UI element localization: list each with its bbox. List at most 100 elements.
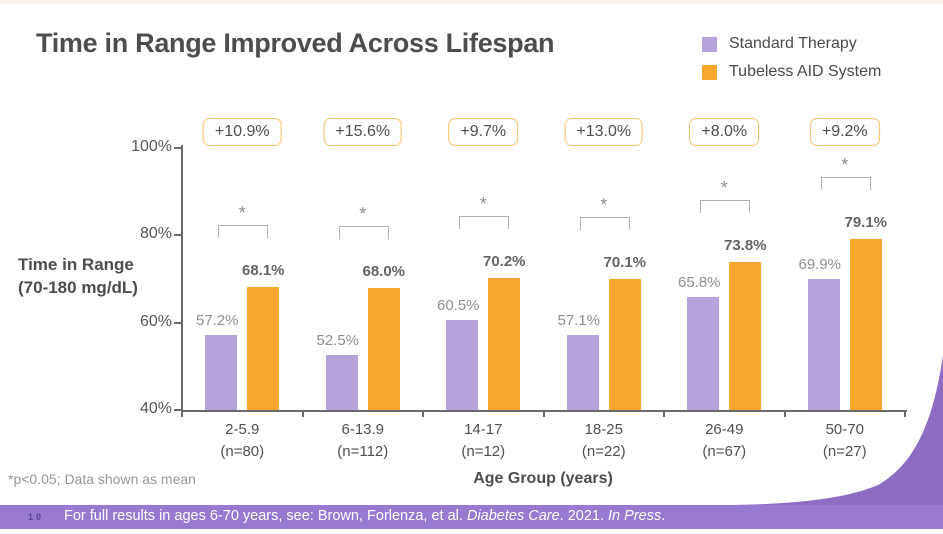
bar-aid-system xyxy=(488,278,521,410)
bar-value-label-aid: 70.2% xyxy=(482,253,526,271)
chart-legend: Standard Therapy Tubeless AID System xyxy=(702,33,881,89)
bar-value-label-aid: 73.8% xyxy=(723,237,767,255)
citation-text: For full results in ages 6-70 years, see… xyxy=(64,508,665,524)
decorative-swoosh xyxy=(733,355,943,505)
bar-aid-system xyxy=(849,239,882,410)
legend-item-aid-system: Tubeless AID System xyxy=(702,61,881,83)
x-category-label: 26-49 (n=67) xyxy=(702,419,746,463)
x-category-label: 50-70 (n=27) xyxy=(823,419,867,463)
difference-badge: +10.9% xyxy=(202,118,282,146)
legend-label-standard-therapy: Standard Therapy xyxy=(729,35,857,52)
y-tick-mark xyxy=(174,147,181,149)
x-tick-mark xyxy=(783,411,786,417)
bar-aid-system xyxy=(608,278,641,410)
page-number: 10 xyxy=(28,512,45,522)
x-tick-mark xyxy=(542,411,545,417)
bar-aid-system xyxy=(247,287,280,410)
y-tick-label: 80% xyxy=(139,225,172,243)
x-category-label: 18-25 (n=22) xyxy=(582,419,626,463)
significance-bracket xyxy=(700,200,751,214)
y-tick-mark xyxy=(174,321,181,324)
x-axis-title: Age Group (years) xyxy=(473,470,613,487)
x-category-label: 6-13.9 (n=112) xyxy=(337,419,388,463)
category-range: 6-13.9 xyxy=(341,421,385,438)
y-tick-label: 40% xyxy=(139,400,172,417)
x-tick-mark xyxy=(422,411,424,417)
category-range: 50-70 xyxy=(825,421,864,438)
slide-title: Time in Range Improved Across Lifespan xyxy=(36,28,555,58)
bar-value-label-standard: 60.5% xyxy=(436,297,480,315)
citation-part: . xyxy=(661,508,666,524)
category-n: (n=112) xyxy=(337,442,389,460)
bar-standard-therapy xyxy=(325,355,358,410)
footnote: *p<0.05; Data shown as mean xyxy=(8,471,196,487)
legend-item-standard-therapy: Standard Therapy xyxy=(702,33,881,55)
bar-standard-therapy xyxy=(446,320,479,410)
difference-badge: +9.7% xyxy=(448,118,519,146)
difference-badge: +13.0% xyxy=(564,118,644,146)
bar-value-label-aid: 79.1% xyxy=(844,214,888,232)
bar-value-label-aid: 68.1% xyxy=(241,262,285,280)
significance-star: * xyxy=(238,203,246,224)
y-tick-mark xyxy=(174,409,181,411)
category-n: (n=27) xyxy=(822,442,867,460)
bar-aid-system xyxy=(729,262,762,410)
bar-value-label-aid: 70.1% xyxy=(603,253,647,271)
y-axis-title-line2: (70-180 mg/dL) xyxy=(18,277,138,297)
y-axis-line xyxy=(181,145,183,412)
bar-value-label-standard: 57.1% xyxy=(557,312,601,330)
significance-star: * xyxy=(720,178,728,199)
difference-badge: +15.6% xyxy=(323,118,403,146)
footer-citation-bar: 10 For full results in ages 6-70 years, … xyxy=(0,505,943,529)
bar-value-label-standard: 69.9% xyxy=(798,256,842,274)
y-tick-label: 60% xyxy=(139,312,172,330)
x-category-label: 14-17 (n=12) xyxy=(461,419,505,463)
category-range: 14-17 xyxy=(464,421,503,438)
bar-value-label-standard: 57.2% xyxy=(195,311,239,329)
difference-badge: +8.0% xyxy=(689,118,760,146)
citation-part: In Press xyxy=(608,508,662,524)
x-tick-mark xyxy=(181,411,183,417)
significance-bracket xyxy=(218,225,269,239)
significance-star: * xyxy=(359,203,367,224)
category-range: 2-5.9 xyxy=(225,421,260,438)
y-axis-title-line1: Time in Range xyxy=(18,255,134,274)
significance-bracket xyxy=(459,216,510,230)
significance-star: * xyxy=(479,194,487,215)
x-category-label: 2-5.9 (n=80) xyxy=(220,419,264,463)
category-n: (n=80) xyxy=(220,442,265,460)
citation-part: For full results in ages 6-70 years, see… xyxy=(64,508,467,524)
y-tick-mark xyxy=(174,234,181,237)
significance-bracket xyxy=(579,216,630,230)
legend-swatch-orange-icon xyxy=(702,64,717,80)
category-n: (n=67) xyxy=(702,442,747,460)
bar-standard-therapy xyxy=(807,279,840,410)
significance-star: * xyxy=(841,155,849,176)
bar-standard-therapy xyxy=(687,297,720,410)
x-tick-mark xyxy=(904,411,906,417)
x-tick-mark xyxy=(301,411,304,417)
significance-star: * xyxy=(600,194,608,215)
bar-value-label-standard: 52.5% xyxy=(316,332,360,350)
bar-value-label-aid: 68.0% xyxy=(362,262,406,280)
category-range: 26-49 xyxy=(705,421,744,438)
x-tick-mark xyxy=(663,411,665,417)
category-n: (n=12) xyxy=(461,442,506,460)
category-n: (n=22) xyxy=(581,442,626,460)
legend-swatch-purple-icon xyxy=(702,36,717,52)
citation-part: . 2021. xyxy=(559,508,609,524)
legend-label-aid-system: Tubeless AID System xyxy=(729,63,882,80)
y-axis-title: Time in Range (70-180 mg/dL) xyxy=(18,254,138,300)
significance-bracket xyxy=(338,225,389,239)
bar-standard-therapy xyxy=(205,334,238,410)
citation-part: Diabetes Care xyxy=(466,508,560,524)
significance-bracket xyxy=(820,177,871,191)
y-tick-label: 100% xyxy=(131,138,172,155)
top-edge-strip xyxy=(0,0,943,4)
bar-aid-system xyxy=(367,287,400,410)
category-range: 18-25 xyxy=(584,421,623,438)
bar-value-label-standard: 65.8% xyxy=(677,274,721,292)
bar-standard-therapy xyxy=(566,335,599,410)
difference-badge: +9.2% xyxy=(809,118,880,146)
